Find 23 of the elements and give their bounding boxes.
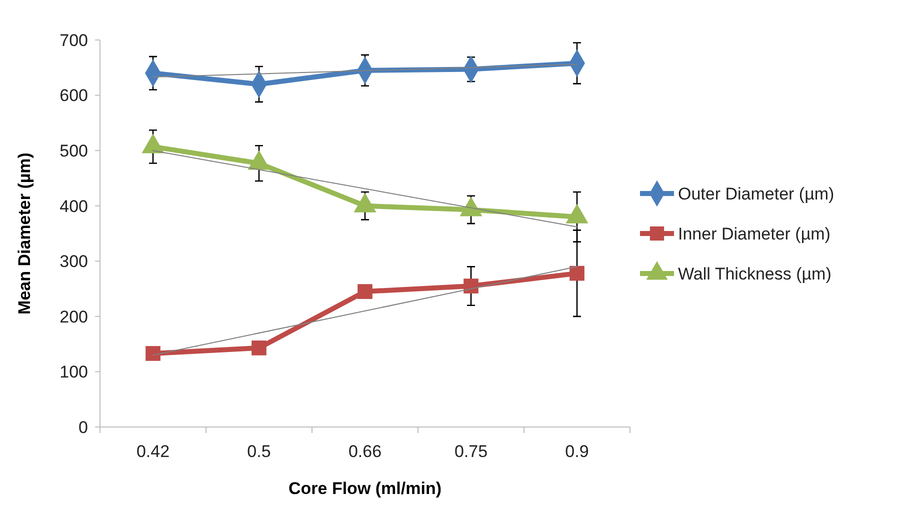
x-tick-label: 0.5: [247, 442, 271, 461]
x-axis-title: Core Flow (ml/min): [288, 479, 442, 498]
y-axis-title: Mean Diameter (µm): [15, 152, 34, 314]
legend-label: Outer Diameter (µm): [678, 184, 834, 204]
y-tick-label: 600: [60, 86, 88, 106]
legend-label: Inner Diameter (µm): [678, 224, 830, 244]
legend-label: Wall Thickness (µm): [678, 264, 832, 284]
point: [358, 284, 372, 299]
y-tick-label: 500: [60, 142, 88, 161]
point: [146, 346, 160, 361]
y-tick-label: 400: [60, 196, 88, 216]
x-tick-label: 0.42: [136, 442, 170, 461]
x-tick-label: 0.75: [454, 442, 488, 461]
y-tick-label: 0: [78, 418, 88, 437]
x-tick-label: 0.9: [565, 442, 589, 461]
point: [252, 340, 266, 356]
x-tick-label: 0.66: [348, 442, 382, 461]
point: [464, 278, 478, 294]
y-tick-label: 700: [60, 30, 88, 50]
y-tick-label: 300: [60, 252, 88, 272]
y-tick-label: 200: [60, 307, 88, 326]
y-tick-label: 100: [60, 362, 88, 382]
point: [570, 266, 584, 281]
